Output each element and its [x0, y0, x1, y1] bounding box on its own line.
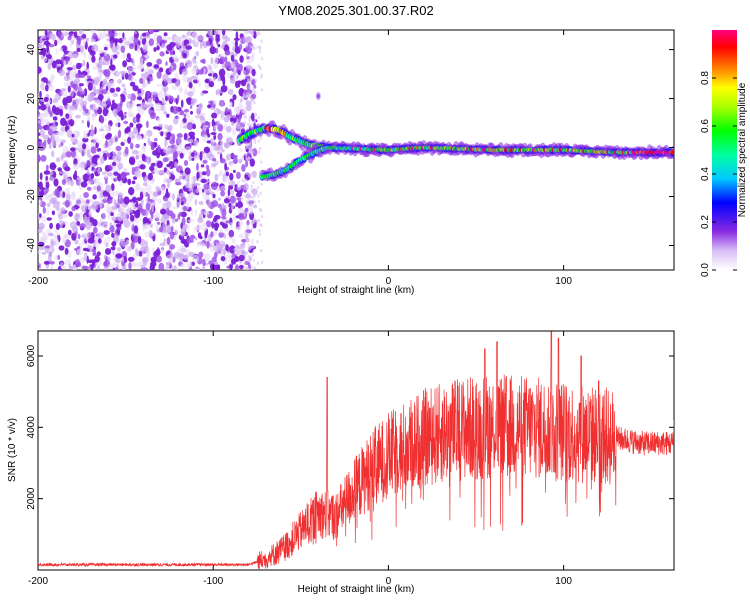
spectrogram-xtick-label: -100	[203, 276, 223, 287]
spectrogram-ytick-label: -20	[26, 189, 37, 204]
colorbar-gradient	[712, 30, 737, 270]
signal-ridge	[323, 140, 674, 161]
spectrogram-xtick-label: 0	[386, 276, 392, 287]
colorbar-tick-label: 0.0	[700, 263, 711, 277]
colorbar: 0.0 0.2 0.4 0.6 0.8 Normalized spectral ampl…	[700, 30, 748, 277]
snr-xtick-label: 100	[555, 576, 572, 587]
spectrogram-ytick-label: 20	[26, 93, 37, 105]
signal-arc-lower	[259, 143, 329, 182]
signal-arc-upper	[236, 120, 329, 155]
signal-blob	[315, 92, 321, 101]
snr-xtick-label: -200	[28, 576, 48, 587]
snr-series-line	[38, 331, 674, 570]
spectrogram-content	[38, 30, 674, 270]
figure-title: YM08.2025.301.00.37.R02	[278, 3, 433, 18]
snr-axes: -200 -100 0 100 2000 4000 6000	[26, 331, 674, 587]
spectrogram-xtick-label: 100	[555, 276, 572, 287]
colorbar-tick-label: 0.4	[700, 167, 711, 181]
snr-xtick-label: 0	[386, 576, 392, 587]
spectrogram-ytick-label: 0	[26, 144, 37, 150]
noise-speckles	[38, 30, 264, 270]
colorbar-tick-label: 0.2	[700, 215, 711, 229]
spectrogram-ytick-label: 40	[26, 44, 37, 56]
colorbar-tick-label: 0.6	[700, 119, 711, 133]
snr-ytick-label: 2000	[26, 487, 37, 510]
snr-ytick-label: 6000	[26, 344, 37, 367]
spectrogram-xtick-label: -200	[28, 276, 48, 287]
spectrogram-ytick-label: -40	[26, 238, 37, 253]
spectrogram-xlabel: Height of straight line (km)	[298, 285, 415, 296]
snr-ytick-label: 4000	[26, 416, 37, 439]
snr-xlabel: Height of straight line (km)	[298, 584, 415, 595]
colorbar-tick-label: 0.8	[700, 71, 711, 85]
spectrogram-ylabel: Frequency (Hz)	[7, 116, 18, 185]
snr-ylabel: SNR (10 * v/v)	[7, 418, 18, 482]
colorbar-label: Normalized spectral amplitude	[737, 82, 748, 217]
snr-panel: -200 -100 0 100 2000 4000 6000 Height of strai…	[7, 330, 675, 595]
snr-xtick-label: -100	[203, 576, 223, 587]
snr-frame	[37, 330, 675, 571]
colorbar-ticks: 0.0 0.2 0.4 0.6 0.8	[700, 71, 737, 277]
